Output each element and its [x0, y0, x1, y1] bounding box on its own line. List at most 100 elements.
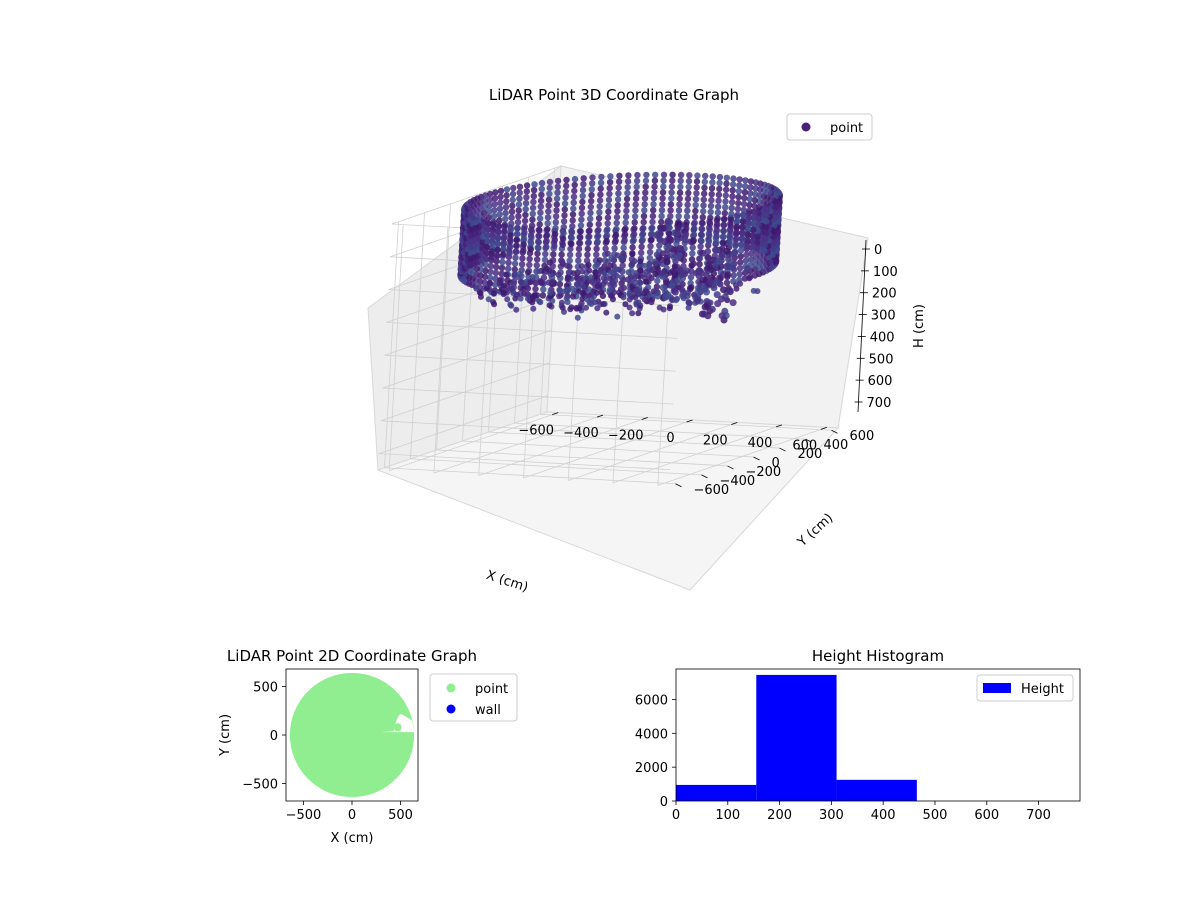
point-3d: [541, 256, 549, 264]
point-3d: [676, 201, 683, 208]
point-3d: [751, 208, 758, 216]
point-3d: [537, 299, 544, 306]
point-3d: [607, 173, 614, 180]
point-3d: [575, 245, 583, 253]
point-3d: [715, 203, 722, 210]
point-3d: [643, 278, 650, 285]
point-3d: [593, 245, 600, 252]
z-tick-label-3d: 100: [873, 265, 898, 280]
point-3d: [571, 187, 578, 195]
point-3d: [614, 208, 621, 215]
point-3d: [596, 281, 603, 288]
point-3d: [605, 196, 613, 204]
point-3d: [696, 255, 703, 262]
point-3d: [516, 189, 523, 196]
point-3d: [721, 215, 728, 223]
point-3d: [561, 200, 569, 207]
point-3d: [589, 180, 596, 187]
point-3d: [637, 267, 644, 274]
point-3d: [500, 245, 507, 252]
point-3d: [689, 244, 696, 251]
point-3d: [723, 279, 731, 286]
y-tick-label-3d: −600: [694, 483, 730, 498]
point-3d: [743, 251, 750, 259]
point-3d: [544, 220, 551, 227]
point-3d: [735, 199, 742, 207]
legend-3d-box: [786, 113, 873, 141]
point-3d: [735, 188, 743, 195]
point-3d: [729, 187, 736, 194]
point-3d: [714, 300, 722, 308]
point-3d: [704, 254, 712, 262]
point-3d: [748, 250, 755, 257]
point-3d: [570, 270, 577, 277]
point-3d: [701, 184, 708, 191]
point-3d: [604, 214, 612, 221]
point-3d: [719, 239, 727, 246]
point-3d: [722, 204, 729, 211]
point-3d: [530, 305, 537, 312]
x-tick-label-2d: 0: [348, 808, 356, 823]
point-3d: [667, 269, 674, 276]
point-3d: [633, 183, 640, 191]
point-3d: [534, 250, 541, 257]
point-3d: [586, 227, 593, 234]
point-3d: [491, 301, 498, 308]
point-3d: [698, 231, 705, 239]
point-3d: [546, 259, 553, 266]
point-3d: [520, 285, 527, 292]
point-3d: [641, 201, 648, 208]
point-3d: [746, 201, 753, 209]
point-3d: [480, 215, 488, 223]
point-3d: [603, 232, 611, 239]
point-3d: [513, 242, 520, 249]
legend-hist: Height: [976, 674, 1074, 702]
point-3d: [550, 251, 557, 258]
point-3d: [596, 197, 604, 204]
point-3d: [723, 180, 730, 187]
point-3d: [553, 201, 560, 208]
points-2d: [289, 672, 415, 798]
point-3d: [741, 194, 748, 202]
point-3d: [514, 230, 521, 238]
point-3d: [569, 217, 576, 224]
point-3d: [669, 177, 676, 184]
point-3d: [506, 244, 514, 251]
point-3d: [733, 235, 740, 242]
point-3d: [747, 256, 755, 263]
point-3d: [497, 187, 505, 195]
point-3d: [742, 257, 750, 264]
point-3d: [659, 195, 666, 202]
point-3d: [483, 285, 490, 292]
point-3d: [596, 209, 603, 216]
point-3d: [543, 231, 551, 239]
point-3d: [603, 273, 610, 280]
point-3d: [707, 278, 714, 286]
point-3d: [699, 249, 707, 257]
point-3d: [537, 197, 545, 204]
point-3d: [490, 218, 497, 226]
point-3d: [587, 203, 594, 211]
x-tick-label-hist: 400: [871, 808, 896, 823]
point-3d: [531, 181, 538, 188]
point-3d: [514, 219, 522, 226]
point-3d: [577, 222, 585, 229]
legend-2d: point wall: [429, 673, 518, 722]
point-3d: [491, 290, 498, 297]
point-3d: [535, 238, 542, 246]
point-3d: [515, 207, 522, 214]
histogram-bars: [676, 674, 917, 801]
point-3d: [745, 225, 752, 232]
point-3d: [521, 290, 528, 297]
point-3d: [715, 191, 723, 198]
point-3d: [598, 289, 605, 295]
point-3d: [511, 266, 518, 273]
legend-hist-swatch: [983, 683, 1011, 693]
point-3d: [553, 207, 560, 214]
point-3d: [594, 238, 601, 245]
point-3d: [726, 234, 734, 241]
point-3d: [676, 252, 683, 259]
point-3d: [677, 183, 684, 190]
point-3d: [736, 265, 744, 272]
void-2d: [381, 714, 415, 733]
